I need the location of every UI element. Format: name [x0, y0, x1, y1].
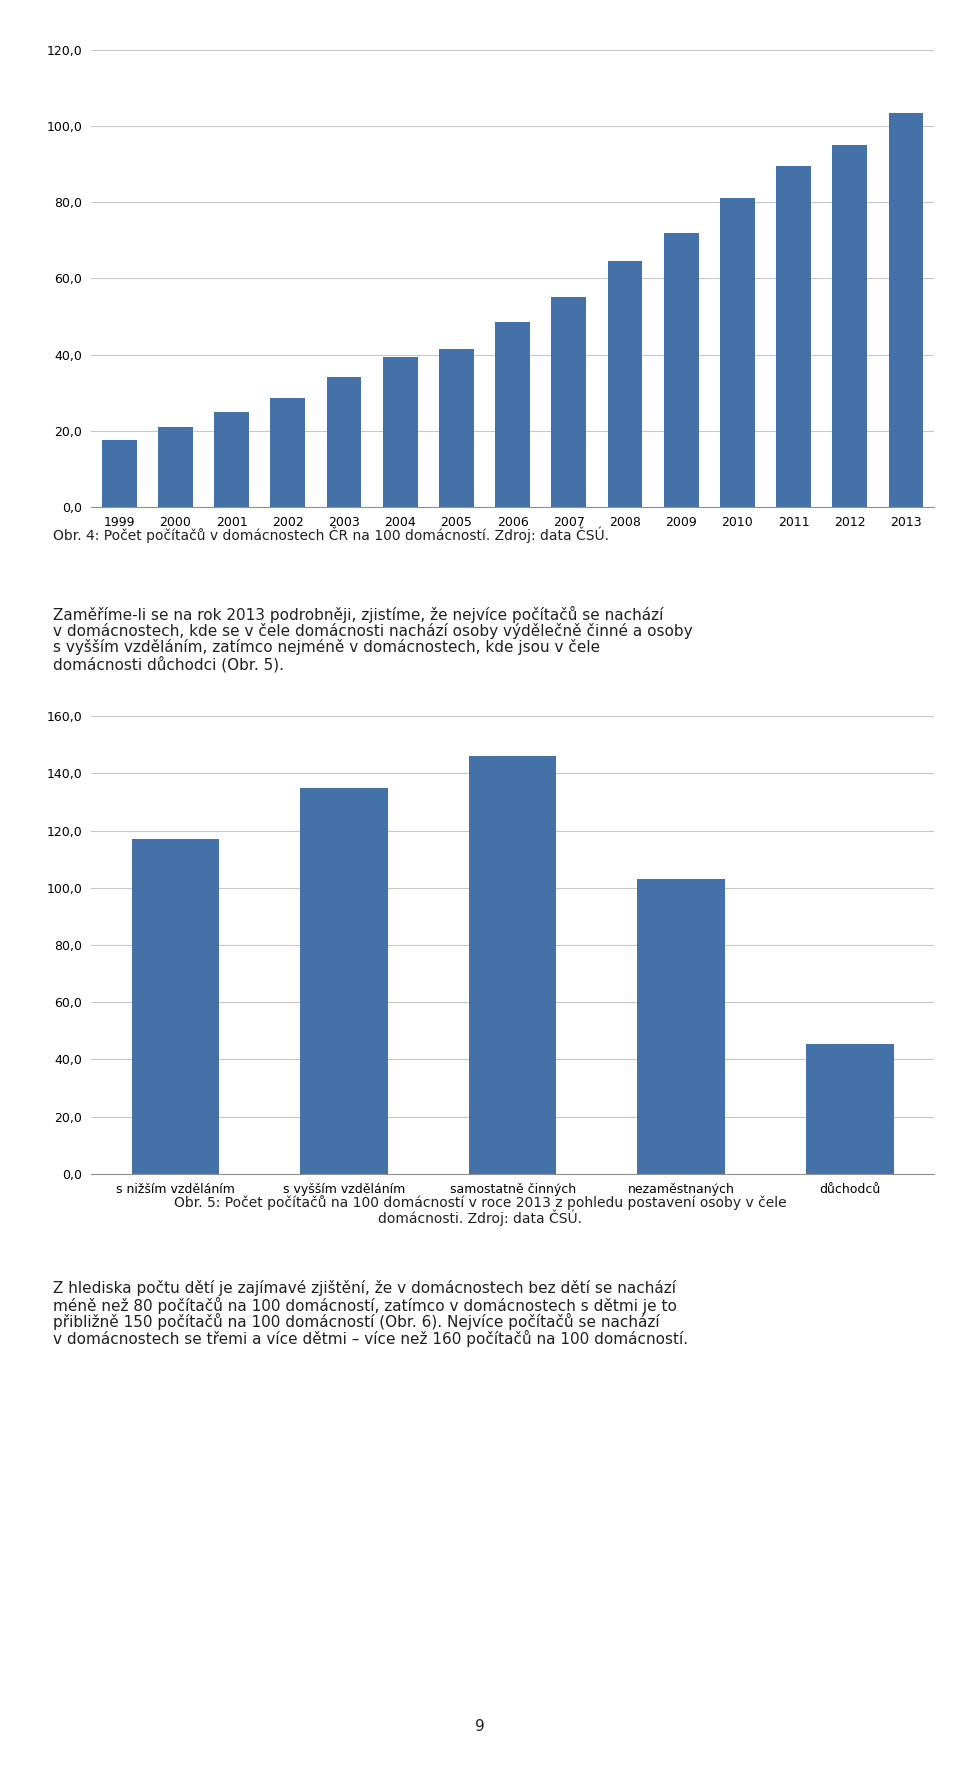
Text: s vyšším vzděláním, zatímco nejméně v domácnostech, kde jsou v čele: s vyšším vzděláním, zatímco nejméně v do…: [53, 640, 600, 656]
Bar: [326, 378, 362, 507]
Text: Z hlediska počtu dětí je zajímavé zjištění, že v domácnostech bez dětí se nacház: Z hlediska počtu dětí je zajímavé zjiště…: [53, 1280, 676, 1296]
Bar: [102, 440, 136, 507]
Bar: [777, 167, 811, 507]
Text: v domácnostech, kde se v čele domácnosti nachází osoby výdělečně činné a osoby: v domácnostech, kde se v čele domácnosti…: [53, 622, 692, 638]
Text: domácnosti důchodci (Obr. 5).: domácnosti důchodci (Obr. 5).: [53, 656, 284, 672]
Bar: [300, 787, 388, 1174]
Bar: [132, 839, 219, 1174]
Text: Zaměříme-li se na rok 2013 podrobněji, zjistíme, že nejvíce počítačů se nachází: Zaměříme-li se na rok 2013 podrobněji, z…: [53, 606, 663, 624]
Text: přibližně 150 počítačů na 100 domácností (Obr. 6). Nejvíce počítačů se nachází: přibližně 150 počítačů na 100 domácností…: [53, 1314, 660, 1330]
Bar: [158, 427, 193, 507]
Text: Obr. 4: Počet počítačů v domácnostech ČR na 100 domácností. Zdroj: data ČSÚ.: Obr. 4: Počet počítačů v domácnostech ČR…: [53, 527, 609, 543]
Bar: [889, 112, 924, 507]
Bar: [832, 145, 867, 507]
Bar: [383, 356, 418, 507]
Bar: [439, 349, 474, 507]
Bar: [720, 199, 755, 507]
Bar: [608, 261, 642, 507]
Bar: [806, 1044, 894, 1174]
Text: méně než 80 počítačů na 100 domácností, zatímco v domácnostech s dětmi je to: méně než 80 počítačů na 100 domácností, …: [53, 1296, 677, 1314]
Bar: [214, 411, 249, 507]
Text: 9: 9: [475, 1720, 485, 1734]
Text: v domácnostech se třemi a více dětmi – více než 160 počítačů na 100 domácností.: v domácnostech se třemi a více dětmi – v…: [53, 1330, 688, 1347]
Text: Obr. 5: Počet počítačů na 100 domácností v roce 2013 z pohledu postavení osoby v: Obr. 5: Počet počítačů na 100 domácností…: [174, 1195, 786, 1209]
Bar: [495, 323, 530, 507]
Bar: [663, 232, 699, 507]
Bar: [637, 879, 725, 1174]
Text: domácnosti. Zdroj: data ČSÚ.: domácnosti. Zdroj: data ČSÚ.: [378, 1209, 582, 1225]
Bar: [271, 399, 305, 507]
Bar: [551, 298, 587, 507]
Bar: [468, 757, 557, 1174]
